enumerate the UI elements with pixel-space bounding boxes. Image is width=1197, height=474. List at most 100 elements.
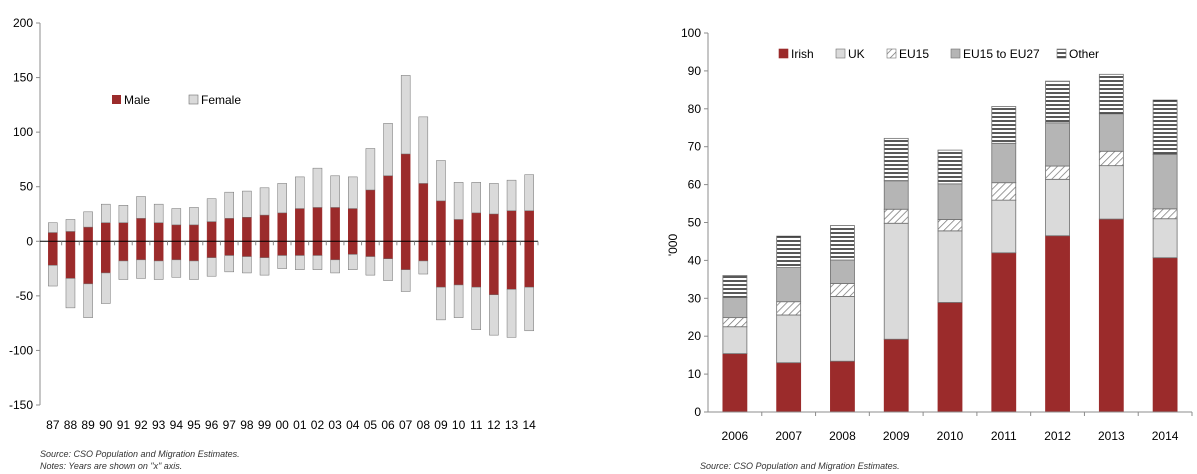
bar-uk	[830, 296, 855, 362]
x-tick-label: 98	[240, 418, 254, 432]
x-tick-label: 02	[311, 418, 325, 432]
bar-female-inflow	[453, 182, 464, 220]
legend-label-female: Female	[201, 93, 241, 107]
bar-eu15-to-eu27	[1045, 122, 1070, 167]
legend-swatch-irish	[778, 48, 789, 59]
bar-female-outflow	[242, 256, 252, 274]
x-tick-label: 06	[381, 418, 395, 432]
y-tick-label: 50	[688, 216, 702, 230]
chart-axis-note: Notes: Years are shown on "x" axis.	[40, 461, 182, 471]
bar-male-outflow	[330, 241, 340, 261]
y-tick-label: 10	[688, 367, 702, 381]
legend-label-male: Male	[124, 93, 150, 107]
bar-female-inflow	[65, 219, 76, 232]
legend-label-eu15-to-eu27: EU15 to EU27	[963, 47, 1040, 61]
bar-male-outflow	[101, 241, 111, 274]
bar-female-outflow	[506, 289, 517, 338]
bar-female-outflow	[259, 257, 270, 276]
bar-female-inflow	[312, 167, 323, 208]
y-tick-label: 80	[688, 102, 702, 116]
x-tick-label: 2007	[775, 429, 802, 443]
legend-swatch-male	[112, 95, 121, 104]
chart-source-note: Source: CSO Population and Migration Est…	[700, 461, 900, 471]
x-tick-label: 87	[46, 418, 60, 432]
y-tick-label: 200	[13, 16, 33, 30]
bar-female-outflow	[48, 265, 58, 287]
x-tick-label: 97	[223, 418, 237, 432]
bar-eu15	[830, 283, 855, 297]
bar-female-outflow	[312, 255, 323, 270]
bar-male-outflow	[489, 241, 499, 296]
bar-uk	[1045, 178, 1070, 237]
bar-irish	[1045, 235, 1070, 413]
x-tick-label: 93	[152, 418, 166, 432]
y-tick-label: 40	[688, 253, 702, 267]
x-tick-label: 04	[346, 418, 360, 432]
bar-female-outflow	[418, 260, 429, 275]
bar-uk	[722, 326, 748, 355]
bar-female-outflow	[365, 256, 376, 276]
y-tick-label: 0	[26, 234, 33, 248]
bar-female-outflow	[153, 260, 164, 280]
y-axis-label: '000	[666, 234, 680, 257]
bar-female-inflow	[171, 208, 182, 226]
x-tick-label: 00	[275, 418, 289, 432]
bar-male-inflow	[224, 218, 234, 242]
bar-irish	[722, 353, 748, 413]
bar-uk	[937, 230, 963, 303]
legend-swatch-other	[1056, 48, 1067, 59]
bar-female-outflow	[453, 284, 464, 318]
bar-male-inflow	[312, 207, 323, 242]
x-axis: 2006 2007 2008 2009 2010 2011 2012 2013 2014	[708, 411, 1193, 443]
bar-male-inflow	[400, 153, 411, 242]
bar-female-inflow	[189, 207, 199, 226]
y-axis: 0 10 20 30 40 50 60 70 80 90 100	[681, 26, 709, 419]
bar-male-outflow	[436, 241, 446, 288]
bar-male-inflow	[118, 222, 129, 242]
bar-irish	[1098, 218, 1124, 413]
bar-female-outflow	[295, 255, 305, 270]
bar-other	[722, 275, 748, 298]
bar-male-inflow	[189, 224, 199, 242]
bar-eu15	[937, 219, 963, 232]
y-tick-label: -100	[9, 343, 33, 357]
x-tick-label: 96	[205, 418, 219, 432]
bar-female-outflow	[189, 260, 199, 280]
bar-female-outflow	[471, 286, 481, 330]
bar-male-outflow	[224, 241, 234, 256]
bar-uk	[883, 222, 909, 340]
bar-eu15-to-eu27	[722, 297, 748, 319]
bar-male-outflow	[83, 241, 93, 285]
bar-other	[830, 225, 855, 261]
y-tick-label: 30	[688, 291, 702, 305]
bar-female-inflow	[242, 190, 252, 218]
bar-female-inflow	[83, 211, 93, 228]
bar-male-outflow	[277, 241, 287, 256]
x-tick-label: 13	[505, 418, 519, 432]
bar-male-inflow	[171, 224, 182, 242]
bar-eu15	[776, 301, 802, 316]
bar-male-inflow	[506, 210, 517, 242]
x-tick-label: 95	[187, 418, 201, 432]
bar-male-inflow	[153, 222, 164, 242]
bar-male-inflow	[348, 208, 358, 242]
bar-irish	[1152, 257, 1178, 413]
x-tick-label: 01	[293, 418, 307, 432]
bar-male-outflow	[312, 241, 323, 256]
y-tick-label: 0	[694, 405, 701, 419]
bar-male-outflow	[524, 241, 534, 288]
bar-male-inflow	[418, 183, 429, 242]
bar-male-inflow	[471, 212, 481, 242]
bar-male-outflow	[65, 241, 76, 279]
bar-male-outflow	[171, 241, 182, 261]
bar-other	[1152, 99, 1178, 155]
bar-male-inflow	[330, 207, 340, 242]
bar-female-outflow	[330, 259, 340, 274]
bar-other	[883, 137, 909, 182]
bar-female-inflow	[259, 187, 270, 216]
bar-female-inflow	[118, 205, 129, 223]
bar-male-outflow	[118, 241, 129, 262]
bar-uk	[991, 199, 1017, 254]
